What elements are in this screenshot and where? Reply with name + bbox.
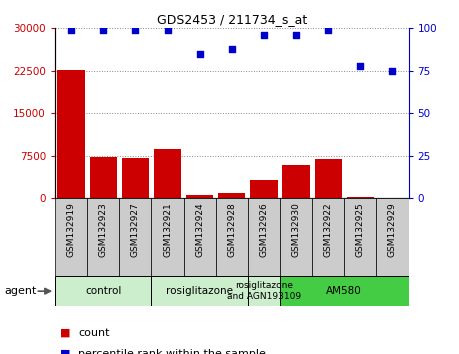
Text: GSM132930: GSM132930	[291, 202, 301, 257]
Text: rosiglitazone
and AGN193109: rosiglitazone and AGN193109	[227, 281, 301, 301]
Bar	[216, 198, 248, 276]
Bar	[87, 198, 119, 276]
Point	[196, 51, 203, 57]
Bar	[314, 159, 342, 198]
Text: GSM132922: GSM132922	[324, 202, 333, 257]
Bar	[122, 158, 149, 198]
Point	[325, 27, 332, 33]
Bar	[312, 198, 344, 276]
Bar	[218, 193, 246, 198]
Text: GSM132925: GSM132925	[356, 202, 365, 257]
Text: GSM132926: GSM132926	[259, 202, 269, 257]
Bar	[250, 180, 278, 198]
Bar	[151, 276, 248, 306]
Bar	[151, 198, 184, 276]
Text: rosiglitazone: rosiglitazone	[166, 286, 233, 296]
Bar	[280, 276, 409, 306]
Text: GSM132929: GSM132929	[388, 202, 397, 257]
Bar	[57, 70, 85, 198]
Text: GSM132928: GSM132928	[227, 202, 236, 257]
Point	[67, 27, 75, 33]
Text: percentile rank within the sample: percentile rank within the sample	[78, 349, 266, 354]
Point	[164, 27, 171, 33]
Point	[357, 63, 364, 69]
Bar	[344, 198, 376, 276]
Bar	[248, 198, 280, 276]
Point	[228, 46, 235, 52]
Bar	[186, 195, 213, 198]
Text: GSM132927: GSM132927	[131, 202, 140, 257]
Text: ■: ■	[60, 328, 70, 338]
Text: GSM132924: GSM132924	[195, 202, 204, 257]
Text: ■: ■	[60, 349, 70, 354]
Point	[260, 32, 268, 38]
Point	[132, 27, 139, 33]
Text: control: control	[85, 286, 122, 296]
Bar	[90, 158, 117, 198]
Bar	[376, 198, 409, 276]
Text: GSM132921: GSM132921	[163, 202, 172, 257]
Bar	[55, 198, 87, 276]
Text: GSM132919: GSM132919	[67, 202, 76, 257]
Text: agent: agent	[5, 286, 37, 296]
Bar	[347, 196, 374, 198]
Point	[292, 32, 300, 38]
Title: GDS2453 / 211734_s_at: GDS2453 / 211734_s_at	[157, 13, 307, 26]
Text: AM580: AM580	[326, 286, 362, 296]
Point	[100, 27, 107, 33]
Point	[389, 68, 396, 74]
Bar	[119, 198, 151, 276]
Text: count: count	[78, 328, 110, 338]
Bar	[248, 276, 280, 306]
Bar	[280, 198, 312, 276]
Bar	[184, 198, 216, 276]
Bar	[154, 149, 181, 198]
Bar	[282, 165, 310, 198]
Text: GSM132923: GSM132923	[99, 202, 108, 257]
Bar	[55, 276, 151, 306]
